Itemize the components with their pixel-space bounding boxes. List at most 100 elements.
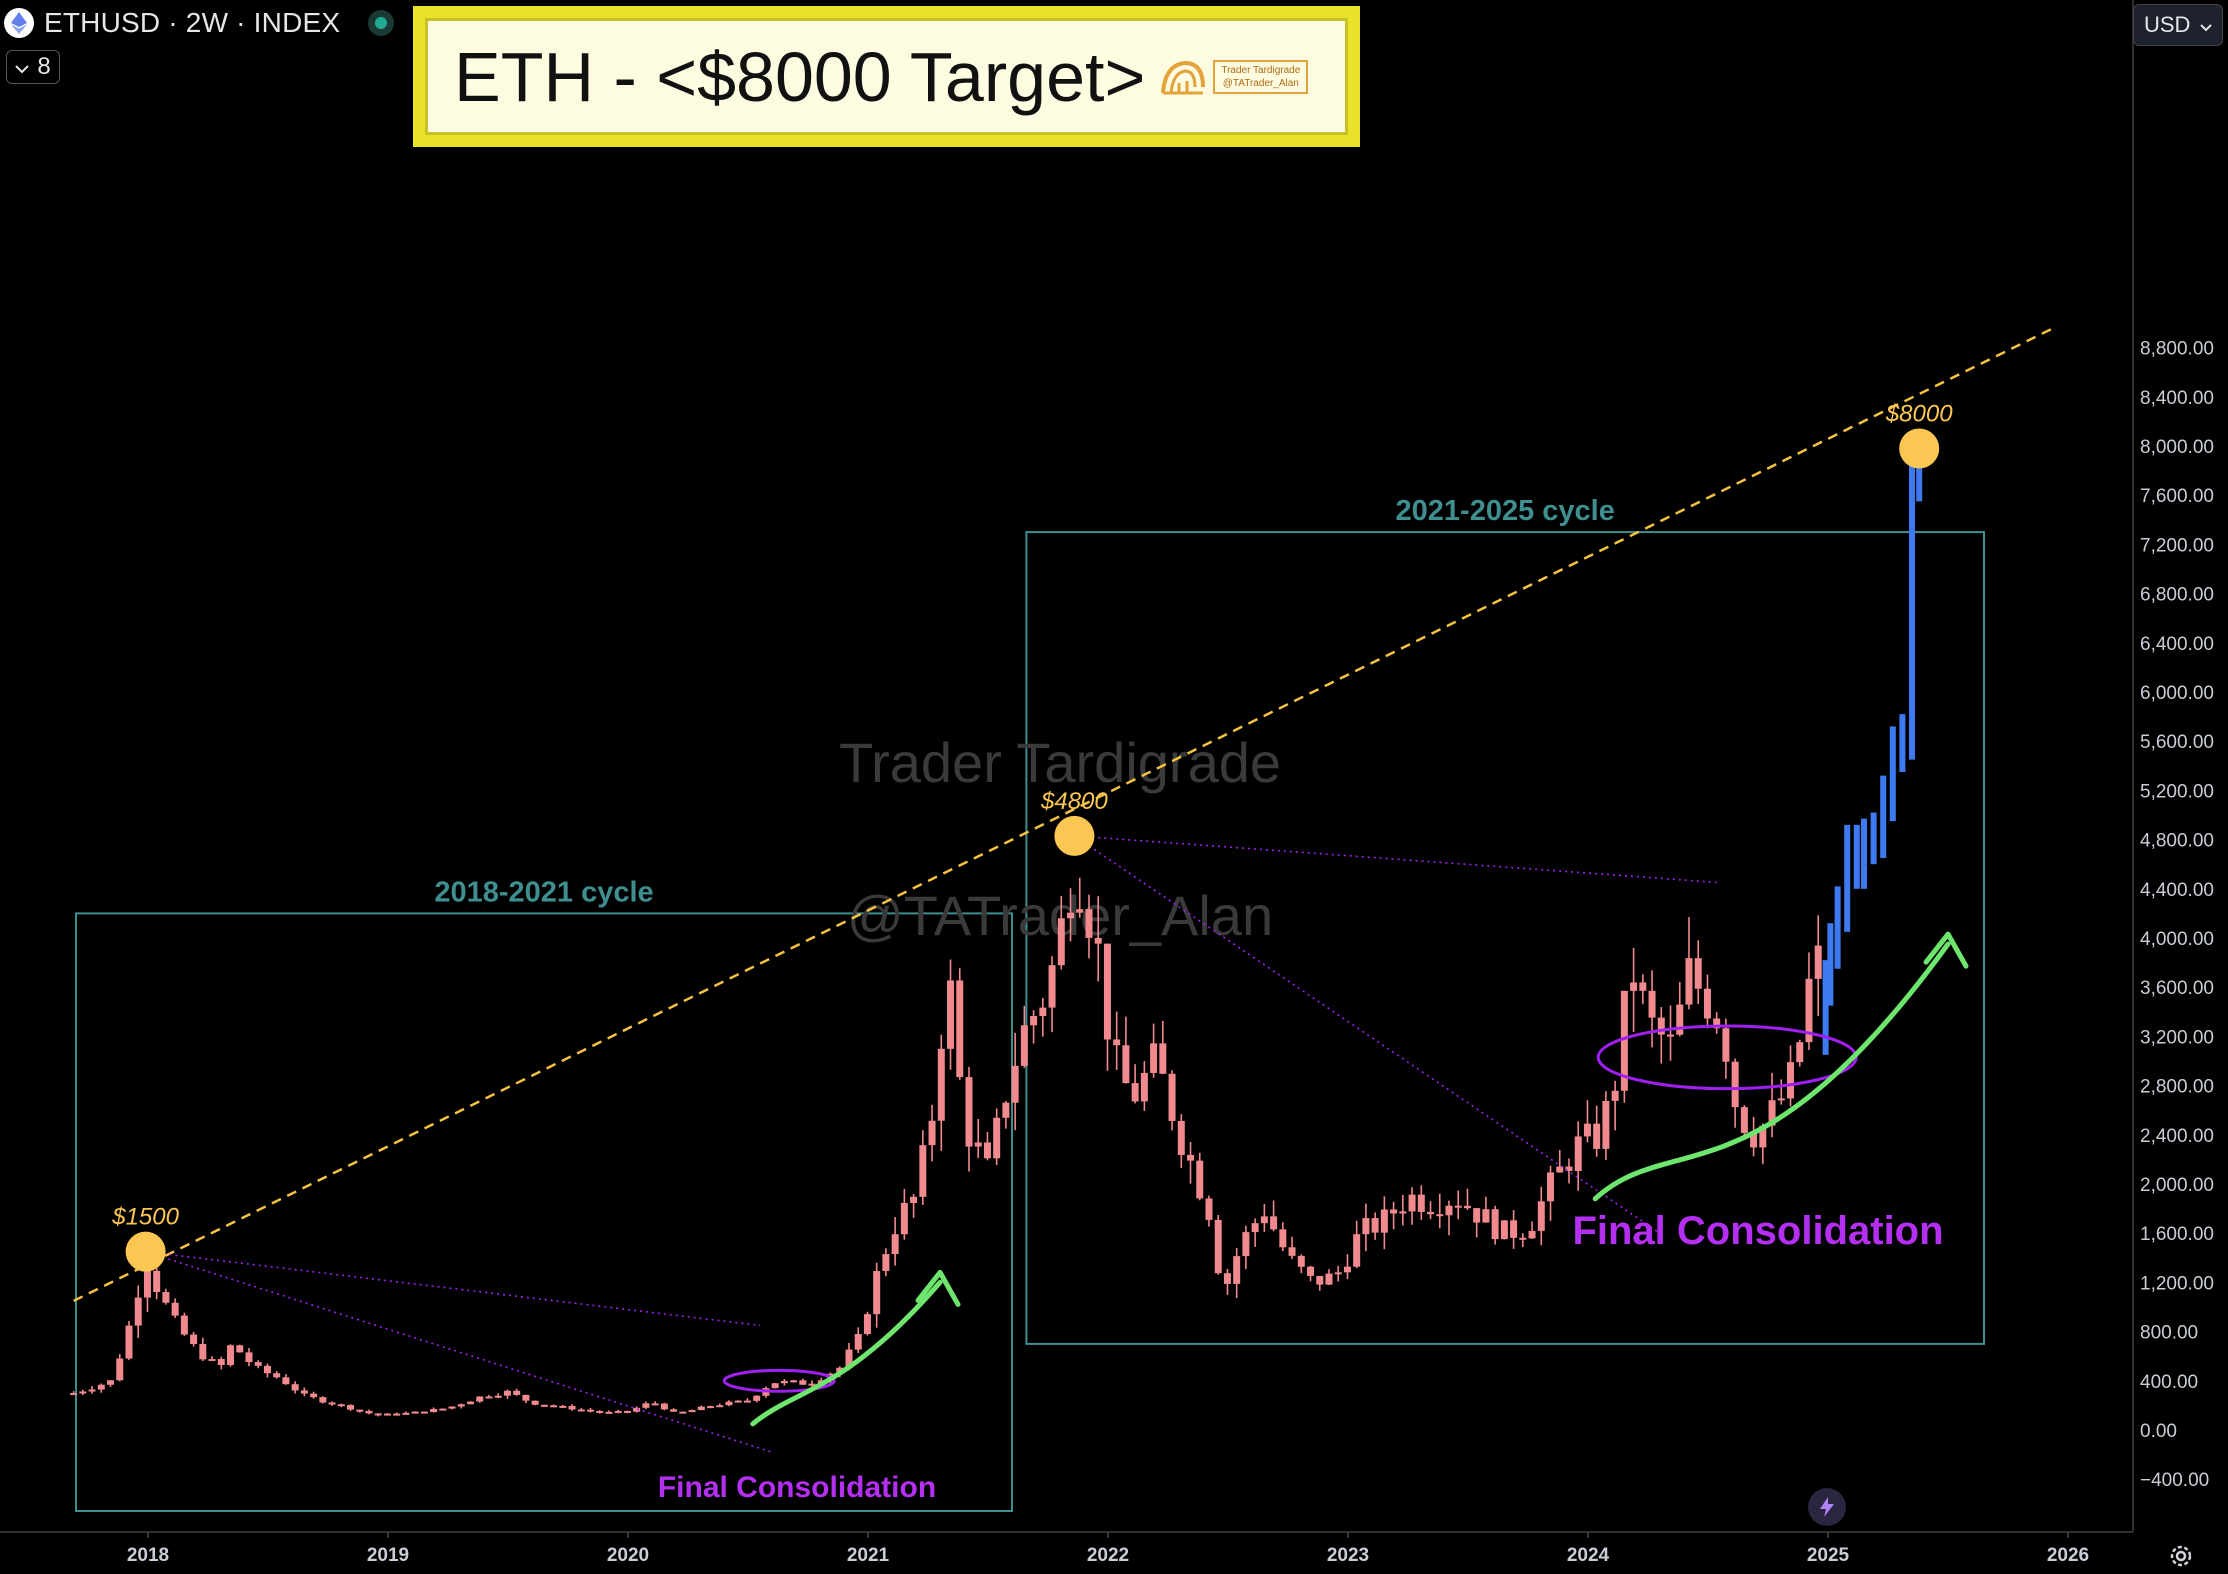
candle-body — [1380, 1209, 1388, 1233]
price-axis[interactable]: 8,800.00 8,400.00 8,000.00 7,600.00 7,200.00… — [2132, 0, 2214, 1532]
candle-body — [1574, 1136, 1582, 1171]
currency-select[interactable]: USD — [2133, 4, 2223, 46]
candle-body — [107, 1380, 115, 1385]
candle-body — [1343, 1266, 1351, 1273]
candle-body — [291, 1384, 299, 1391]
time-axis[interactable]: 2018 2019 2020 2021 2022 2023 2024 2025 2026 — [0, 1531, 2133, 1566]
candle-body — [956, 980, 964, 1078]
y-tick-label: 4,400.00 — [2140, 880, 2214, 901]
alert-lightning-button[interactable] — [1808, 1488, 1846, 1526]
candle-body — [1565, 1166, 1573, 1171]
y-tick-label: 7,200.00 — [2140, 535, 2214, 556]
y-tick-label: 7,600.00 — [2140, 486, 2214, 507]
candles[interactable] — [70, 877, 1822, 1417]
projection-bars[interactable] — [1822, 437, 1923, 1055]
candle-body — [485, 1396, 493, 1399]
final-consolidation-label: Final Consolidation — [1572, 1209, 1943, 1253]
symbol-header[interactable]: ETHUSD · 2W · INDEX — [4, 4, 395, 42]
chart-settings-button[interactable] — [2163, 1538, 2199, 1574]
candle-body — [1703, 988, 1711, 1019]
candle-body — [1279, 1229, 1287, 1248]
candle-body — [402, 1412, 410, 1415]
green-arrow-head — [915, 1269, 961, 1307]
green-arrow — [1592, 941, 1951, 1202]
y-tick-label: 2,000.00 — [2140, 1175, 2214, 1196]
candle-body — [1648, 990, 1656, 1018]
candle-body — [153, 1270, 161, 1292]
y-tick-label: 3,600.00 — [2140, 978, 2214, 999]
candle-body — [1150, 1043, 1158, 1073]
candle-body — [937, 1048, 945, 1121]
candle-body — [550, 1405, 558, 1408]
y-tick-label: 2,800.00 — [2140, 1077, 2214, 1098]
projection-bar — [1827, 923, 1834, 1006]
candle-body — [513, 1390, 521, 1395]
x-tick-label: 2025 — [1807, 1545, 1850, 1566]
candle-body — [1740, 1107, 1748, 1133]
x-tick-label: 2018 — [127, 1545, 169, 1566]
final-consolidation-label: Final Consolidation — [658, 1471, 936, 1504]
annotations: Final Consolidation Final Consolidation — [658, 931, 1969, 1504]
candle-body — [1491, 1209, 1499, 1240]
candle-body — [319, 1397, 327, 1403]
projection-bar — [1853, 824, 1860, 889]
indicators-toggle-button[interactable]: 8 — [6, 50, 60, 84]
drawing-lines[interactable] — [73, 328, 2052, 1453]
candle-body — [1067, 912, 1075, 919]
candle-body — [347, 1405, 355, 1410]
candle-body — [1011, 1065, 1019, 1103]
candle-body — [1002, 1102, 1010, 1118]
candle-body — [1168, 1073, 1176, 1121]
candle-body — [356, 1409, 364, 1412]
cycle-boxes: 2018-2021 cycle 2021-2025 cycle — [75, 495, 1985, 1512]
candle-body — [633, 1407, 641, 1412]
candle-body — [1537, 1201, 1545, 1231]
live-status-icon — [368, 10, 395, 36]
y-tick-label: −400.00 — [2140, 1470, 2209, 1491]
candle-body — [1667, 1034, 1675, 1037]
candle-body — [587, 1409, 595, 1412]
peak-label: $8000 — [1885, 400, 1953, 427]
candle-body — [771, 1383, 779, 1389]
symbol-label[interactable]: ETHUSD · 2W · INDEX — [44, 7, 341, 38]
candle-body — [365, 1410, 373, 1414]
candle-body — [697, 1406, 705, 1411]
cycle-label: 2018-2021 cycle — [434, 876, 653, 908]
candle-body — [1657, 1017, 1665, 1035]
candle-body — [568, 1405, 576, 1410]
y-tick-label: 8,800.00 — [2140, 339, 2214, 360]
projection-bar — [1834, 886, 1841, 969]
peak-markers[interactable]: $1500 $4800 $8000 — [111, 400, 1953, 1272]
candle-body — [430, 1408, 438, 1413]
candle-body — [808, 1383, 816, 1386]
candle-body — [208, 1359, 216, 1362]
candle-body — [1094, 937, 1102, 944]
logo-line1: Trader Tardigrade — [1221, 64, 1301, 76]
candle-body — [531, 1400, 539, 1405]
candle-body — [199, 1344, 207, 1360]
x-tick-label: 2022 — [1087, 1545, 1129, 1566]
candle-body — [1630, 982, 1638, 991]
x-tick-label: 2026 — [2047, 1545, 2089, 1566]
candle-body — [217, 1359, 225, 1365]
candle-body — [993, 1117, 1001, 1159]
candle-body — [873, 1270, 881, 1315]
candle-body — [1417, 1194, 1425, 1212]
dashed-trendline — [73, 328, 2052, 1302]
candle-body — [1482, 1209, 1490, 1223]
candle-body — [1362, 1218, 1370, 1235]
candle-body — [596, 1411, 604, 1414]
candle-body — [660, 1403, 668, 1410]
candle-body — [540, 1404, 548, 1407]
candle-body — [1187, 1154, 1195, 1161]
candle-body — [1399, 1211, 1407, 1214]
candle-body — [1611, 1090, 1619, 1101]
chevron-down-icon — [15, 53, 30, 81]
candle-body — [79, 1391, 87, 1394]
guide-line-lower — [145, 1250, 773, 1453]
candle-body — [1270, 1216, 1278, 1230]
candle-body — [1473, 1208, 1481, 1223]
guide-line-lower — [1073, 835, 1661, 1234]
candle-body — [670, 1409, 678, 1412]
